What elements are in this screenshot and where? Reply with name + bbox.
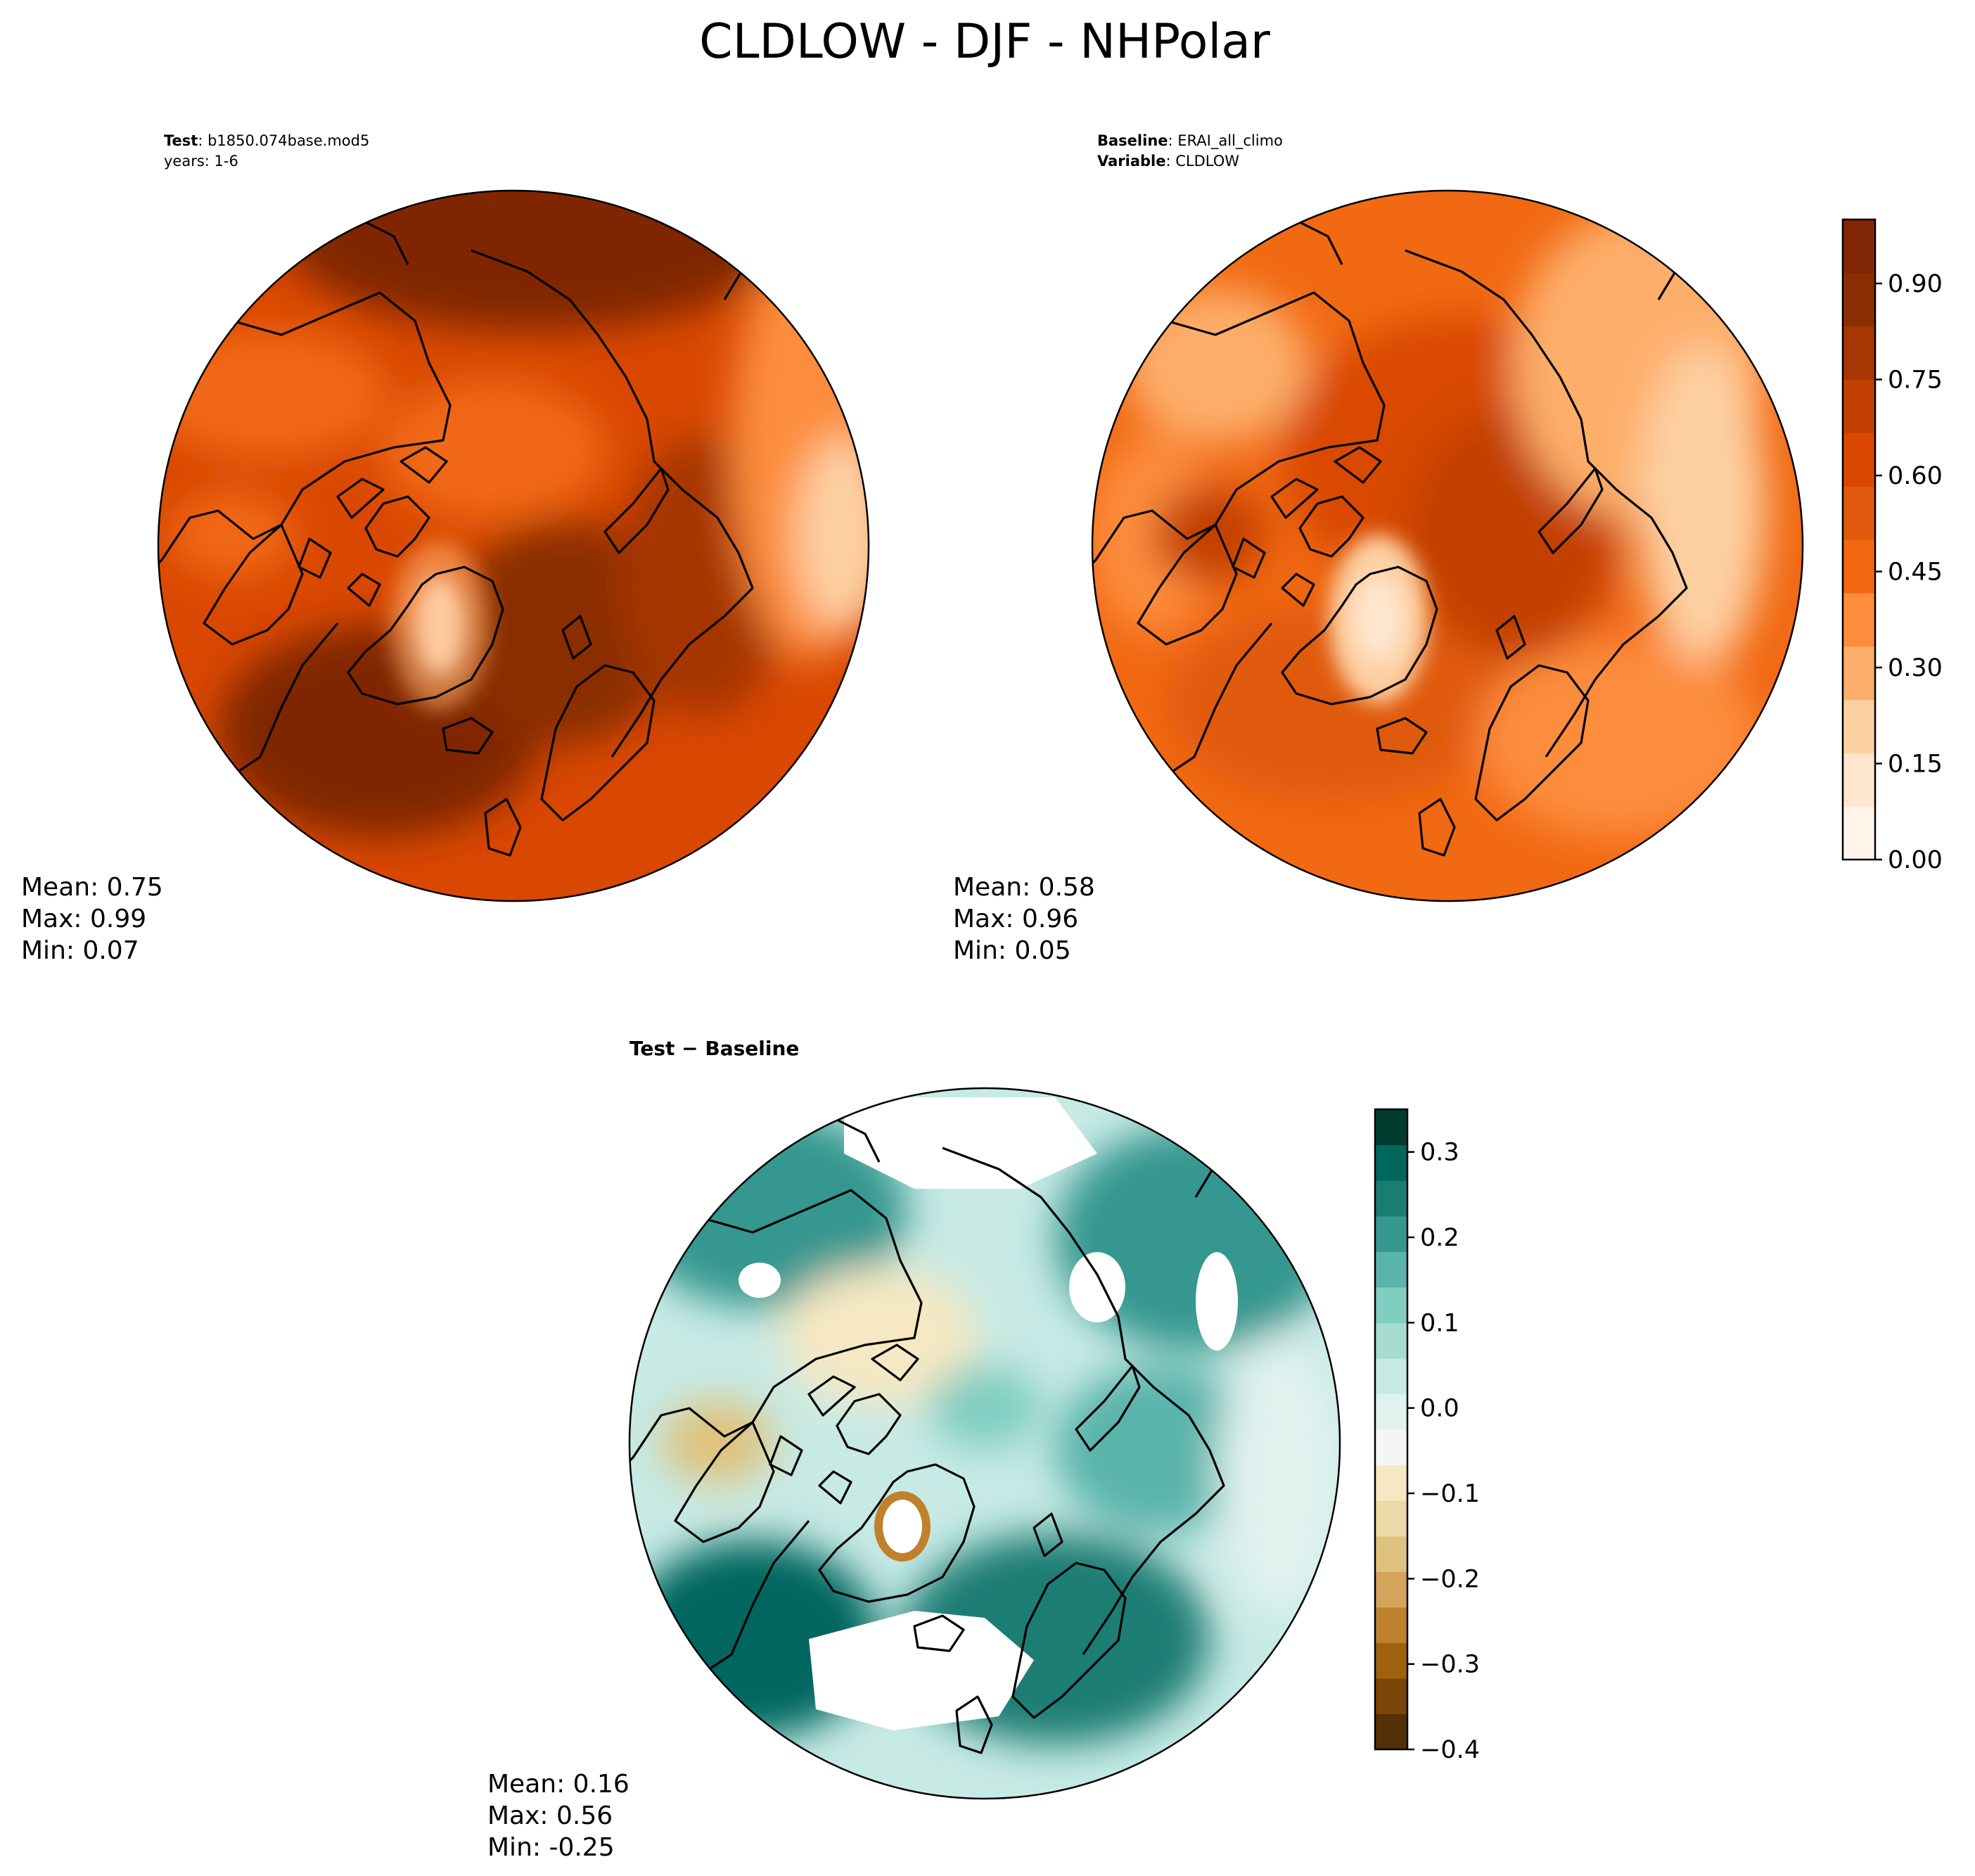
panel-test: Test: b1850.074base.mod5 years: 1-6 xyxy=(21,132,870,965)
colorbar-difference-tick-label: −0.1 xyxy=(1420,1480,1480,1508)
colorbar-difference-segment xyxy=(1375,1429,1407,1466)
panel-baseline-mean: Mean: 0.58 xyxy=(953,873,1095,902)
colorbar-cldlow-tick-label: 0.30 xyxy=(1888,654,1943,682)
panel-difference-title: Test − Baseline xyxy=(629,1037,799,1060)
panel-test-subtitle: years: 1-6 xyxy=(164,153,238,170)
figure-title: CLDLOW - DJF - NHPolar xyxy=(699,14,1270,70)
colorbar-difference-segment xyxy=(1375,1714,1407,1750)
colorbar-cldlow-segment xyxy=(1843,699,1875,753)
colorbar-difference-frame xyxy=(1374,1108,1409,1751)
colorbar-difference-tick-label: 0.1 xyxy=(1420,1309,1459,1337)
colorbar-difference-segment xyxy=(1375,1500,1407,1537)
colorbar-difference-tick-label: 0.3 xyxy=(1420,1139,1459,1167)
colorbar-difference-segment xyxy=(1375,1287,1407,1323)
colorbar-cldlow-segment xyxy=(1843,753,1875,807)
panel-baseline: Baseline: ERAI_all_climo Variable: CLDLO… xyxy=(953,132,1804,965)
colorbar-cldlow-frame xyxy=(1841,218,1877,861)
colorbar-difference-segment xyxy=(1375,1607,1407,1643)
colorbar-cldlow-segment xyxy=(1843,219,1875,274)
colorbar-difference: 0.3 0.2 0.1 0.0 −0.1 −0.2 −0.3 −0.4 xyxy=(1374,1108,1480,1764)
colorbar-difference-segment xyxy=(1375,1144,1407,1181)
colorbar-difference-segment xyxy=(1375,1180,1407,1217)
colorbar-cldlow-segment xyxy=(1843,540,1875,594)
panel-baseline-max: Max: 0.96 xyxy=(953,905,1078,933)
panel-test-min: Min: 0.07 xyxy=(21,936,139,965)
panel-difference-min: Min: -0.25 xyxy=(487,1833,615,1862)
colorbar-cldlow-tick-label: 0.75 xyxy=(1888,366,1943,395)
colorbar-cldlow-tick-label: 0.15 xyxy=(1888,751,1943,779)
colorbar-cldlow-tick-label: 0.45 xyxy=(1888,559,1943,587)
colorbar-cldlow-tick-label: 0.90 xyxy=(1888,270,1943,298)
panel-difference-mean: Mean: 0.16 xyxy=(487,1770,629,1799)
colorbar-cldlow-segment xyxy=(1843,646,1875,701)
colorbar-difference-segment xyxy=(1375,1465,1407,1501)
panel-difference: Test − Baseline xyxy=(487,1037,1341,1862)
colorbar-difference-segment xyxy=(1375,1322,1407,1359)
panel-test-max: Max: 0.99 xyxy=(21,905,146,933)
colorbar-difference-segment xyxy=(1375,1393,1407,1430)
colorbar-difference-segment xyxy=(1375,1215,1407,1252)
colorbar-difference-tick-label: −0.2 xyxy=(1420,1565,1480,1593)
map-baseline xyxy=(1092,191,1803,901)
panel-test-title: Test: b1850.074base.mod5 xyxy=(164,132,369,149)
colorbar-difference-tick-label: 0.2 xyxy=(1420,1224,1459,1252)
colorbar-difference-segment xyxy=(1375,1251,1407,1288)
panel-test-mean: Mean: 0.75 xyxy=(21,873,163,902)
colorbar-difference-segment xyxy=(1375,1571,1407,1608)
panel-difference-max: Max: 0.56 xyxy=(487,1801,613,1830)
colorbar-difference-tick-label: −0.3 xyxy=(1420,1651,1480,1679)
colorbar-cldlow-segment xyxy=(1843,486,1875,540)
map-difference xyxy=(629,1088,1340,1799)
colorbar-cldlow-segment xyxy=(1843,433,1875,487)
colorbar-cldlow-segment xyxy=(1843,379,1875,433)
colorbar-cldlow-segment xyxy=(1843,326,1875,381)
colorbar-difference-segment xyxy=(1375,1678,1407,1715)
colorbar-cldlow-segment xyxy=(1843,806,1875,860)
colorbar-cldlow-tick-label: 0.60 xyxy=(1888,462,1943,490)
colorbar-cldlow: 0.90 0.75 0.60 0.45 0.30 0.15 0.00 xyxy=(1841,218,1943,874)
colorbar-cldlow-tick-label: 0.00 xyxy=(1888,846,1943,874)
colorbar-difference-segment xyxy=(1375,1642,1407,1679)
colorbar-difference-segment xyxy=(1375,1536,1407,1572)
colorbar-cldlow-segment xyxy=(1843,592,1875,647)
colorbar-difference-segment xyxy=(1375,1358,1407,1395)
colorbar-difference-tick-label: 0.0 xyxy=(1420,1395,1459,1423)
colorbar-difference-segment xyxy=(1375,1109,1407,1146)
map-test xyxy=(158,191,869,901)
panel-baseline-min: Min: 0.05 xyxy=(953,936,1071,965)
colorbar-cldlow-segment xyxy=(1843,272,1875,327)
panel-baseline-title: Baseline: ERAI_all_climo xyxy=(1097,132,1283,150)
panel-baseline-subtitle: Variable: CLDLOW xyxy=(1097,153,1239,170)
colorbar-difference-tick-label: −0.4 xyxy=(1420,1736,1480,1764)
